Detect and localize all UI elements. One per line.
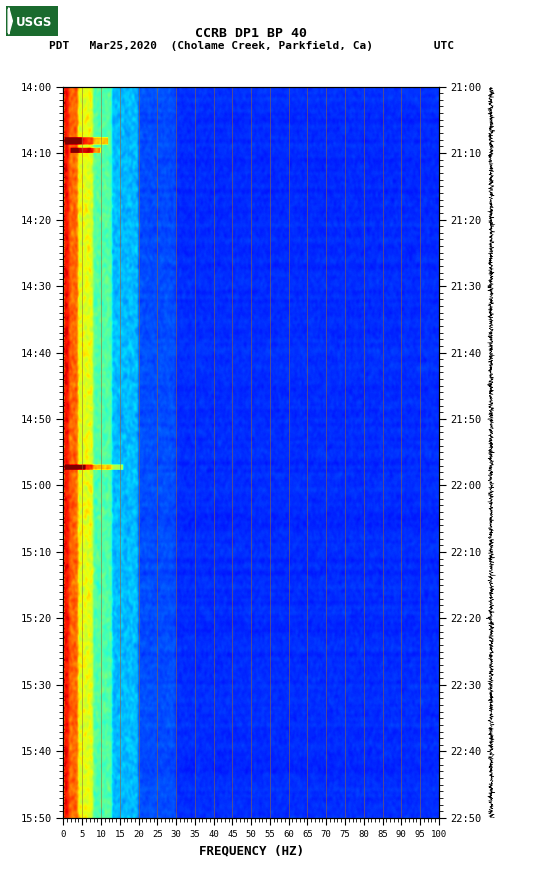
X-axis label: FREQUENCY (HZ): FREQUENCY (HZ)	[199, 845, 304, 857]
FancyArrow shape	[8, 8, 12, 34]
Text: USGS: USGS	[16, 16, 52, 29]
Text: PDT   Mar25,2020  (Cholame Creek, Parkfield, Ca)         UTC: PDT Mar25,2020 (Cholame Creek, Parkfield…	[49, 41, 454, 52]
Text: CCRB DP1 BP 40: CCRB DP1 BP 40	[195, 27, 307, 39]
